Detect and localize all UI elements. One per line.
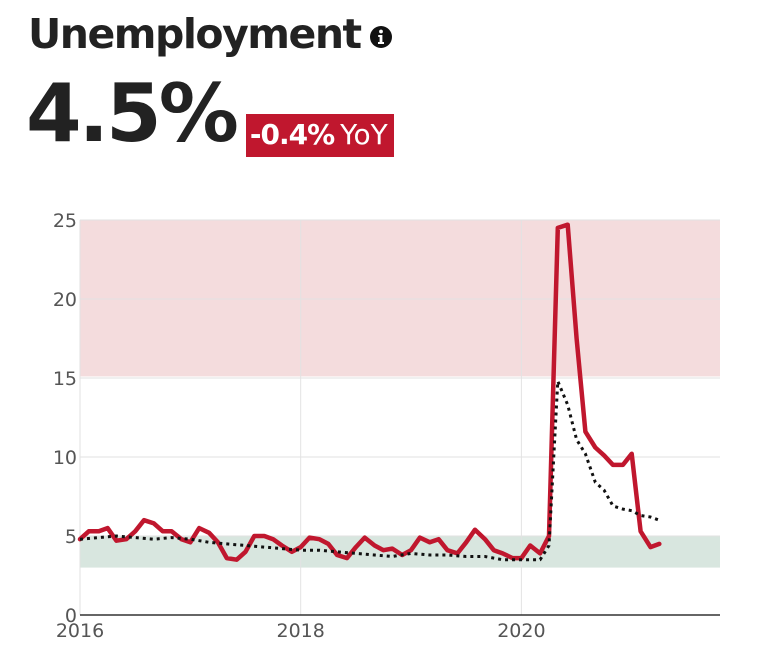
y-tick-label: 20 (53, 289, 77, 311)
change-value: -0.4% (249, 118, 335, 151)
change-badge: -0.4% YoY (245, 114, 394, 157)
x-tick-label: 2018 (277, 620, 325, 642)
x-tick-label: 2020 (497, 620, 545, 642)
y-tick-label: 15 (53, 368, 77, 390)
series-line-reference (79, 379, 660, 562)
page-title: Unemployment (28, 10, 362, 58)
title-row: Unemployment (28, 10, 393, 58)
change-unit: YoY (340, 118, 388, 151)
series-line-unemployment (77, 222, 662, 562)
info-circle-icon[interactable] (369, 25, 393, 49)
headline-value-row: 4.5% -0.4% YoY (26, 67, 394, 160)
y-tick-label: 0 (65, 605, 77, 627)
current-value: 4.5% (26, 67, 239, 160)
high-threshold-band (80, 220, 720, 377)
y-tick-label: 10 (53, 447, 77, 469)
y-tick-label: 25 (53, 210, 77, 232)
y-tick-label: 5 (65, 526, 77, 548)
x-tick-label: 2016 (56, 620, 104, 642)
